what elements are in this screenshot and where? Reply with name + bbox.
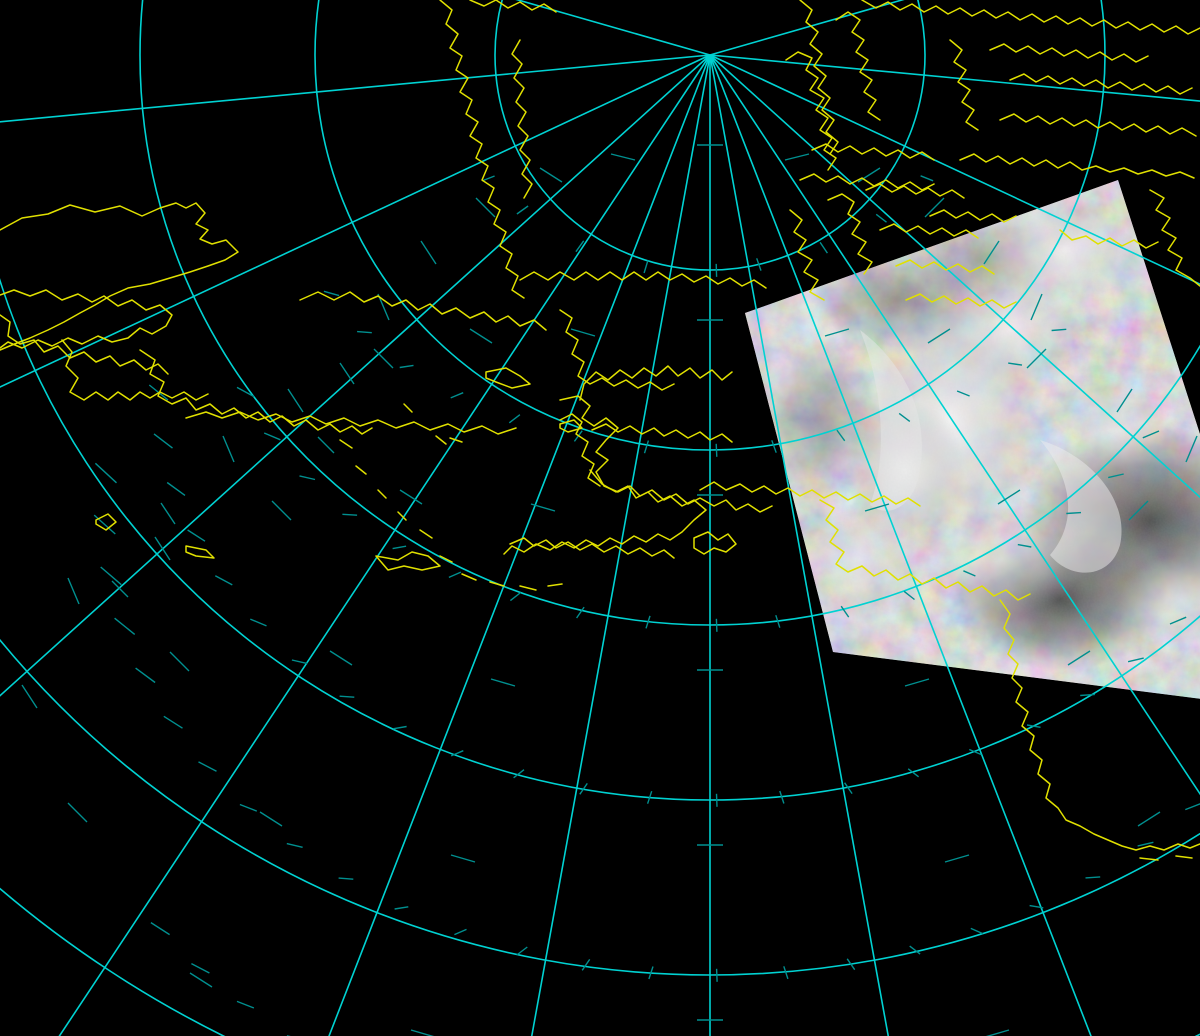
coast-greenland-margin [439, 0, 525, 299]
coast-chukotka-lobes [0, 314, 169, 375]
coast-bering-west [299, 291, 547, 331]
meridian-ticks [21, 144, 1198, 1036]
coast-mackenzie [559, 413, 601, 487]
coast-se-alaska [819, 499, 1031, 601]
coast-alaska-nw [591, 423, 733, 443]
coast-alaska-south [503, 469, 707, 555]
coast-victoria [519, 271, 767, 289]
coast-alaska-north [579, 365, 733, 401]
coast-bc-coast [999, 599, 1200, 851]
coast-aleutian-islets-2 [95, 513, 441, 571]
coast-alaska-peninsula [509, 537, 675, 559]
coast-aleutians [185, 411, 517, 435]
coast-kamchatka-north [61, 339, 209, 401]
coastlines [0, 0, 1200, 861]
coast-bc-islands [1139, 855, 1193, 861]
coast-alaska [559, 395, 773, 513]
coast-islet-a [559, 419, 583, 433]
latitude-ticks [93, 175, 1200, 1036]
coast-chukotka-inner [0, 289, 173, 349]
coast-chukotka [0, 202, 239, 351]
coast-greenland-west [469, 0, 557, 13]
coast-alaska-ne [699, 481, 921, 507]
satellite-image-swath [745, 180, 1200, 700]
coast-aleutian-islets [339, 439, 563, 591]
coast-islet-b [485, 367, 531, 389]
coast-canadian-arctic [785, 0, 1200, 309]
coast-kamchatka [139, 349, 373, 435]
coast-banks-island [559, 309, 675, 391]
coast-ellesmere-coast [511, 39, 533, 199]
coast-islet-c [403, 403, 463, 445]
coast-kodiak [693, 531, 737, 555]
